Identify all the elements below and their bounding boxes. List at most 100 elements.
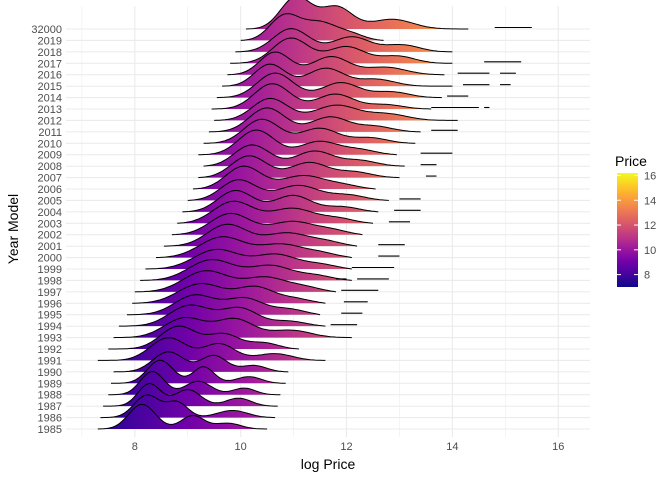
legend-tick-label: 14 (644, 195, 656, 207)
ridge-line-1998 (140, 259, 352, 281)
ridge-line-2004 (182, 190, 379, 213)
y-tick-label: 2014 (38, 93, 62, 105)
ridge-line-1989 (111, 359, 286, 384)
y-tick-label: 1999 (38, 264, 62, 276)
y-tick-label: 2010 (38, 138, 62, 150)
ridge-line-2015 (222, 63, 453, 87)
y-tick-label: 1993 (38, 333, 62, 345)
y-tick-label: 2016 (38, 70, 62, 82)
legend-tick-label: 16 (644, 170, 656, 182)
y-tick-label: 2015 (38, 81, 62, 93)
ridge-line-2008 (203, 144, 405, 167)
y-tick-label: 32000 (31, 24, 62, 36)
ridge-line-1996 (132, 283, 326, 304)
ridge-line-32000 (245, 0, 469, 30)
x-tick-label: 8 (132, 441, 138, 453)
ridge-line-2014 (216, 72, 442, 99)
legend-title: Price (615, 153, 647, 169)
ridge-2019 (240, 13, 384, 41)
ridge-line-2006 (192, 165, 376, 190)
ridge-line-2007 (198, 155, 400, 179)
ridge-line-1990 (113, 351, 289, 373)
y-tick-label: 1998 (38, 275, 62, 287)
y-tick-label: 1985 (38, 424, 62, 436)
ridge-line-1987 (103, 382, 278, 407)
ridge-line-1995 (126, 294, 321, 316)
ridge-line-2011 (208, 107, 421, 133)
x-axis-ticks: 8 10 12 14 16 (132, 441, 565, 453)
ridge-line-2001 (163, 223, 358, 247)
x-tick-label: 12 (340, 441, 352, 453)
y-tick-label: 2000 (38, 253, 62, 265)
y-tick-label: 1991 (38, 355, 62, 367)
ridge-line-1992 (108, 325, 299, 350)
ridge-1997 (134, 270, 337, 293)
y-axis-title: Year Model (5, 194, 21, 264)
y-tick-label: 2001 (38, 241, 62, 253)
ridge-line-2012 (214, 97, 458, 121)
y-tick-label: 2018 (38, 47, 62, 59)
ridge-line-2019 (240, 13, 384, 41)
ridge-1993 (113, 317, 352, 339)
y-tick-label: 2019 (38, 35, 62, 47)
ridge-line-1988 (108, 370, 281, 396)
ridge-1996 (132, 283, 326, 304)
color-legend: Price 8 10 12 14 16 (615, 153, 656, 287)
ridge-line-1991 (97, 337, 326, 361)
y-tick-label: 2004 (38, 207, 62, 219)
legend-tick-label: 8 (644, 270, 650, 282)
y-tick-label: 2009 (38, 150, 62, 162)
ridge-line-2017 (230, 37, 453, 64)
ridge-1991 (97, 337, 326, 361)
legend-ticks: 8 10 12 14 16 (617, 170, 656, 282)
ridge-line-2016 (227, 51, 445, 76)
ridge-area-1991 (97, 337, 326, 361)
y-tick-label: 1994 (38, 321, 62, 333)
ridge-line-2013 (211, 83, 432, 110)
y-tick-label: 1997 (38, 287, 62, 299)
ridge-line-2000 (155, 236, 352, 259)
y-tick-label: 1996 (38, 298, 62, 310)
ridge-line-2002 (171, 212, 363, 236)
legend-tick-label: 10 (644, 245, 656, 257)
y-tick-label: 2013 (38, 104, 62, 116)
ridge-line-1994 (118, 304, 326, 327)
x-tick-label: 10 (235, 441, 247, 453)
y-tick-label: 1988 (38, 390, 62, 402)
ridge-line-2010 (203, 118, 416, 144)
ridge-line-2009 (198, 129, 397, 156)
x-tick-label: 16 (552, 441, 564, 453)
y-tick-label: 1989 (38, 378, 62, 390)
y-tick-label: 2008 (38, 161, 62, 173)
ridge-area-1994 (118, 305, 326, 327)
y-axis-ticks: 1985198619871988198919901991199219931994… (31, 24, 62, 436)
y-tick-label: 1995 (38, 310, 62, 322)
y-tick-label: 2005 (38, 195, 62, 207)
ridge-line-2018 (235, 28, 453, 53)
ridge-line-1997 (134, 270, 337, 293)
ridge-area-1985 (97, 404, 268, 429)
y-tick-label: 2012 (38, 115, 62, 127)
ridge-line-2005 (187, 179, 389, 201)
ridges (97, 0, 469, 430)
legend-colorbar (617, 173, 638, 287)
ridge-1985 (97, 403, 268, 430)
y-tick-label: 2007 (38, 173, 62, 185)
outlier-segments (330, 26, 532, 326)
x-tick-label: 14 (446, 441, 458, 453)
y-tick-label: 2003 (38, 218, 62, 230)
legend-tick-label: 12 (644, 220, 656, 232)
y-tick-label: 2006 (38, 184, 62, 196)
y-tick-label: 2011 (38, 127, 62, 139)
ridge-1994 (118, 304, 326, 327)
ridge-line-1985 (97, 403, 268, 430)
ridge-line-1999 (145, 248, 352, 270)
ridge-area-1996 (132, 283, 326, 304)
ridge-line-1986 (100, 394, 276, 419)
y-tick-label: 1986 (38, 413, 62, 425)
ridge-area-1997 (134, 270, 336, 292)
ridge-area-2019 (240, 13, 384, 41)
y-tick-label: 1990 (38, 367, 62, 379)
ridge-line-1993 (113, 317, 352, 339)
